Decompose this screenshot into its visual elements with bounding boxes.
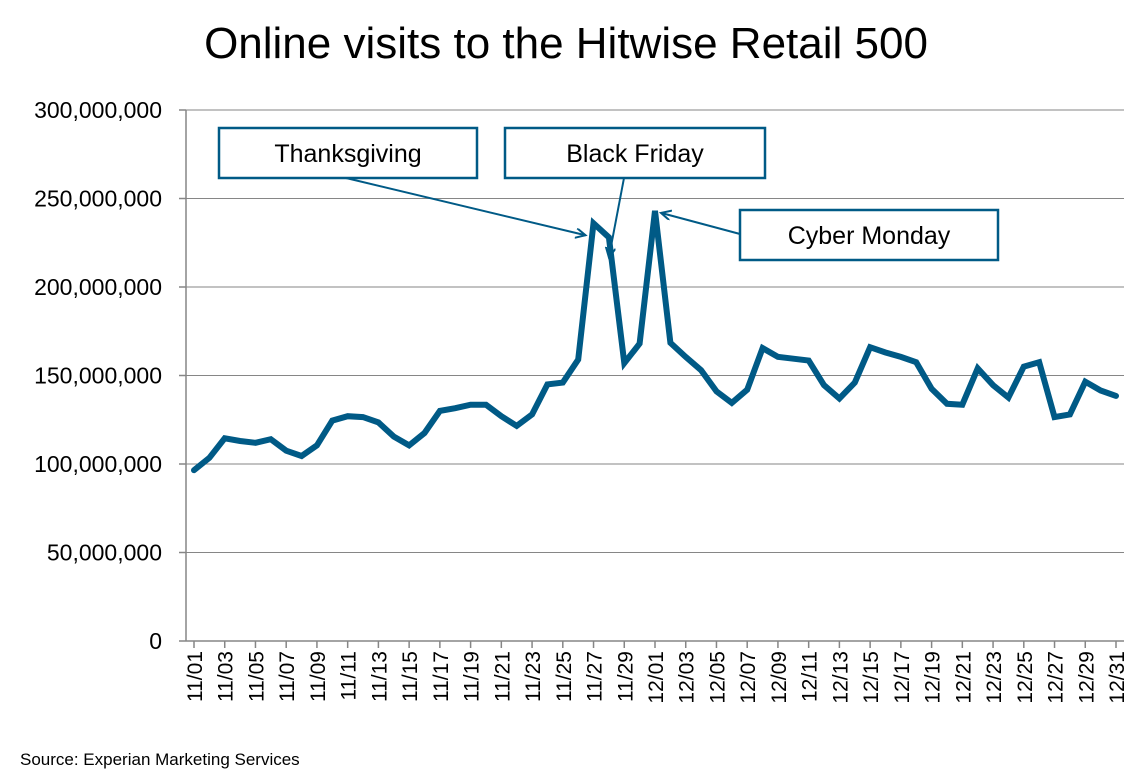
x-axis-ticks: 11/01 11/03 11/05 11/07 11/09 11/11 11/13 11/15… [184,641,1129,704]
x-tick-label: 12/31 [1106,651,1129,704]
annotations: Thanksgiving Black Friday Cyber Monday [217,126,1000,262]
x-tick-label: 11/09 [307,651,330,702]
chart-title: Online visits to the Hitwise Retail 500 [204,19,928,68]
source-note: Source: Experian Marketing Services [20,750,300,769]
x-tick-label: 11/27 [584,651,607,702]
x-tick-label: 11/21 [491,651,514,702]
y-tick-label: 100,000,000 [34,451,162,477]
series-group [191,210,1119,474]
annotation-label: Cyber Monday [788,222,951,250]
annotation-label: Black Friday [566,140,704,168]
y-tick-label: 0 [149,628,162,654]
gridlines [186,109,1124,553]
annotation-box [738,208,1000,262]
x-tick-label: 12/25 [1014,651,1037,704]
x-tick-label: 12/07 [737,651,760,704]
y-tick-label: 300,000,000 [34,97,162,123]
x-tick-label: 11/11 [338,651,361,700]
x-tick-label: 12/13 [829,651,852,704]
x-tick-label: 12/05 [706,651,729,704]
x-tick-label: 12/15 [860,651,883,704]
x-tick-label: 11/03 [215,651,238,702]
y-axis-ticks: 0 50,000,000 100,000,000 150,000,000 200,000… [34,97,186,654]
x-tick-label: 11/07 [276,651,299,702]
x-tick-label: 11/13 [368,651,391,702]
x-tick-label: 11/15 [399,651,422,702]
y-tick-label: 50,000,000 [47,540,162,566]
x-tick-label: 12/17 [891,651,914,704]
annotation-box [217,126,479,180]
annotation-box [503,126,767,180]
annotation-label: Thanksgiving [274,140,421,168]
x-tick-label: 11/25 [553,651,576,702]
x-tick-label: 11/29 [614,651,637,702]
y-tick-label: 200,000,000 [34,274,162,300]
y-tick-label: 250,000,000 [34,186,162,212]
x-tick-label: 12/27 [1045,651,1068,704]
x-tick-label: 11/19 [461,651,484,702]
x-tick-label: 11/01 [184,651,207,702]
x-tick-label: 12/19 [922,651,945,704]
x-tick-label: 11/23 [522,651,545,702]
annotation-arrow [661,213,741,235]
x-tick-label: 12/11 [799,651,822,702]
x-tick-label: 12/21 [952,651,975,704]
x-tick-label: 12/23 [983,651,1006,704]
x-tick-label: 12/09 [768,651,791,704]
x-tick-label: 11/05 [245,651,268,702]
x-tick-label: 12/01 [645,651,668,704]
annotation-arrow [345,177,586,235]
annotation-arrow [609,177,625,257]
x-tick-label: 12/29 [1075,651,1098,704]
x-tick-label: 11/17 [430,651,453,702]
y-tick-label: 150,000,000 [34,363,162,389]
x-tick-label: 12/03 [676,651,699,704]
